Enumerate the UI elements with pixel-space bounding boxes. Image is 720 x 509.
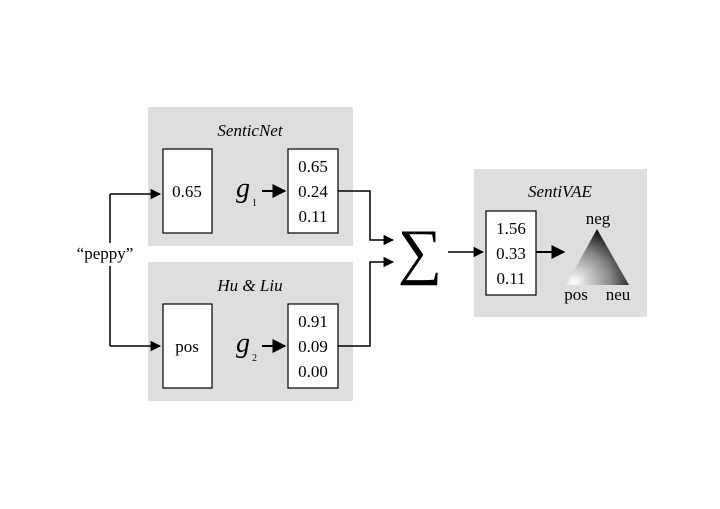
sentiment-simplex-triangle [566,229,629,285]
g1-subscript: 1 [252,198,257,209]
simplex-label-pos: pos [564,285,588,304]
sum-symbol: ∑ [398,218,442,286]
huliu-input-box [162,303,213,389]
input-word: “peppy” [77,244,134,263]
huliu-title: Hu & Liu [216,276,282,295]
g2-function-label: g [236,328,250,359]
huliu-input-value: pos [175,337,199,356]
senticnet-output-value-3: 0.11 [298,207,327,226]
sentivae-output-value-1: 1.56 [496,219,526,238]
sentivae-title: SentiVAE [528,182,592,201]
g1-function-label: g [236,173,250,204]
senticnet-output-value-1: 0.65 [298,157,328,176]
huliu-output-value-2: 0.09 [298,337,328,356]
senticnet-title: SenticNet [217,121,283,140]
simplex-label-neg: neg [586,209,611,228]
senticnet-input-box [162,148,213,234]
g2-subscript: 2 [252,353,257,364]
sentivae-output-value-2: 0.33 [496,244,526,263]
huliu-to-sum-arrow [338,256,395,347]
simplex-label-neu: neu [606,285,631,304]
sentivae-output-value-3: 0.11 [496,269,525,288]
huliu-output-value-3: 0.00 [298,362,328,381]
senticnet-output-value-2: 0.24 [298,182,328,201]
huliu-output-value-1: 0.91 [298,312,328,331]
senticnet-to-sum-arrow [338,190,395,246]
huliu-output-box [287,303,339,389]
senticnet-input-value: 0.65 [172,182,202,201]
